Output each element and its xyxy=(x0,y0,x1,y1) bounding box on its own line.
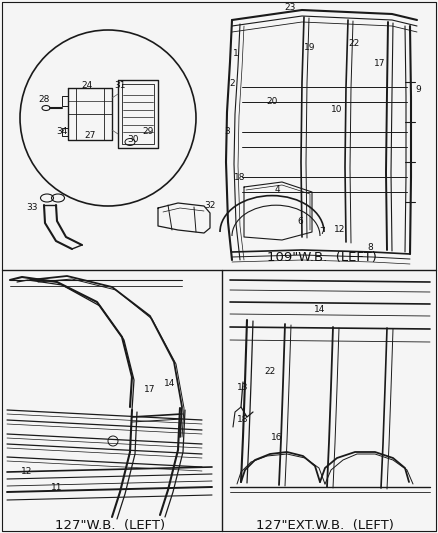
Text: 3: 3 xyxy=(224,127,230,136)
Text: 28: 28 xyxy=(38,95,49,104)
Text: 16: 16 xyxy=(271,432,283,441)
Text: 33: 33 xyxy=(26,203,38,212)
Text: 31: 31 xyxy=(114,82,126,91)
Text: 22: 22 xyxy=(265,367,276,376)
Text: 127"W.B.  (LEFT): 127"W.B. (LEFT) xyxy=(55,520,165,532)
Text: 23: 23 xyxy=(284,4,296,12)
Text: 29: 29 xyxy=(142,127,154,136)
Text: 18: 18 xyxy=(237,416,249,424)
Text: 17: 17 xyxy=(374,60,386,69)
Text: 18: 18 xyxy=(234,173,246,182)
Text: 13: 13 xyxy=(237,383,249,392)
Text: 17: 17 xyxy=(144,385,156,394)
Text: 20: 20 xyxy=(266,98,278,107)
Text: 11: 11 xyxy=(51,482,63,491)
Text: 24: 24 xyxy=(81,82,92,91)
Text: 4: 4 xyxy=(274,185,280,195)
Text: 19: 19 xyxy=(304,43,316,52)
Text: 34: 34 xyxy=(57,127,68,136)
Text: 12: 12 xyxy=(21,467,33,477)
Text: 14: 14 xyxy=(314,305,326,314)
Text: 10: 10 xyxy=(331,106,343,115)
Text: 14: 14 xyxy=(164,379,176,389)
Text: 30: 30 xyxy=(127,135,139,144)
Text: 109"W.B.  (LEFT): 109"W.B. (LEFT) xyxy=(267,252,377,264)
Text: 27: 27 xyxy=(84,131,95,140)
Text: 6: 6 xyxy=(297,217,303,227)
Text: 8: 8 xyxy=(367,243,373,252)
Text: 2: 2 xyxy=(229,79,235,88)
Text: 9: 9 xyxy=(415,85,421,94)
Text: 1: 1 xyxy=(233,50,239,59)
Text: 32: 32 xyxy=(204,200,215,209)
Text: 22: 22 xyxy=(348,39,360,49)
Text: 12: 12 xyxy=(334,225,346,235)
Text: 127"EXT.W.B.  (LEFT): 127"EXT.W.B. (LEFT) xyxy=(256,520,394,532)
Text: 7: 7 xyxy=(319,228,325,237)
